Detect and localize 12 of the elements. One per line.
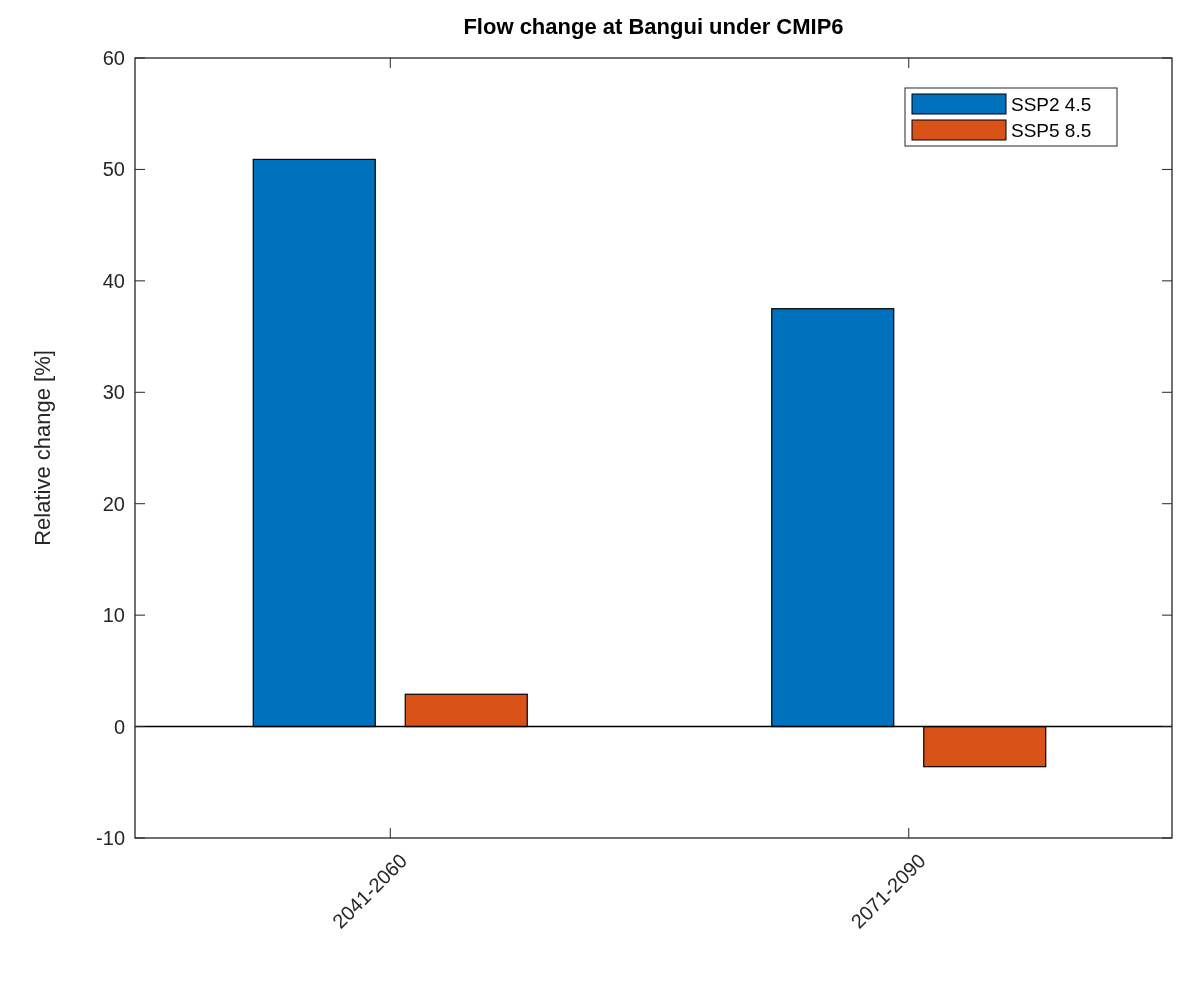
y-tick-label: -10	[96, 827, 125, 849]
y-tick-label: 10	[102, 604, 125, 627]
y-tick-label: 0	[113, 715, 125, 738]
legend-label: SSP5 8.5	[1011, 120, 1092, 141]
y-tick-label: 40	[102, 269, 125, 292]
y-tick-label: 50	[102, 158, 125, 181]
y-tick-label: 60	[102, 47, 125, 69]
y-tick-label: 20	[102, 492, 125, 515]
legend-label: SSP2 4.5	[1011, 94, 1092, 115]
y-tick-label: 30	[102, 381, 125, 404]
y-axis-title: Relative change [%]	[30, 350, 55, 546]
chart-title: Flow change at Bangui under CMIP6	[463, 14, 844, 39]
